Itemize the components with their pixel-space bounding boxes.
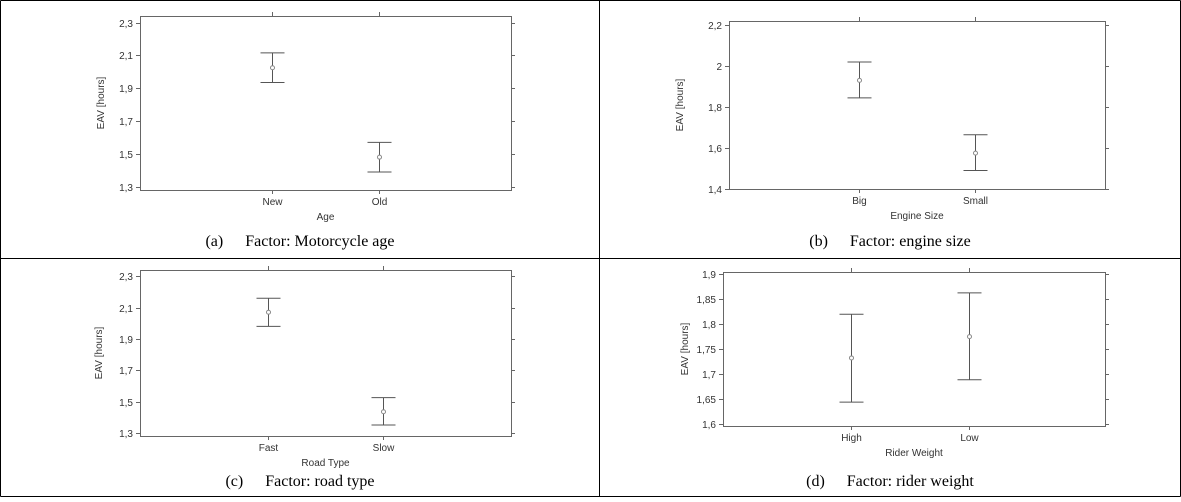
mean-point bbox=[967, 334, 972, 340]
y-tick-label: 1,9 bbox=[119, 335, 133, 346]
y-tick-label: 1,7 bbox=[119, 366, 133, 377]
x-tick-label: Slow bbox=[373, 443, 395, 454]
x-tick-label: Big bbox=[852, 196, 866, 207]
x-axis-label: Rider Weight bbox=[885, 448, 943, 459]
y-tick-label: 1,4 bbox=[708, 185, 722, 196]
y-tick-label: 2,1 bbox=[119, 51, 133, 62]
y-tick-label: 2,1 bbox=[119, 304, 133, 315]
y-tick-label: 1,5 bbox=[119, 150, 133, 161]
caption-text: Factor: rider weight bbox=[846, 473, 974, 490]
chart-road-type: 1,3 1,5 1,7 1,9 2,1 2,3 EAV [hours] Fast Slow Roa… bbox=[94, 266, 515, 469]
mean-point bbox=[377, 154, 382, 160]
plot-frame bbox=[729, 21, 1106, 190]
y-tick-label: 1,3 bbox=[119, 183, 133, 194]
y-tick-label: 2,3 bbox=[119, 19, 133, 30]
plot-frame bbox=[140, 16, 512, 191]
y-axis-label: EAV [hours] bbox=[96, 76, 107, 129]
panel-rider-weight: 1,6 1,65 1,7 1,75 1,8 1,85 1,9 EAV [hours] High L… bbox=[600, 259, 1180, 496]
x-tick-label: Fast bbox=[259, 443, 279, 454]
y-tick-label: 1,6 bbox=[702, 420, 716, 431]
panel-road-type: 1,3 1,5 1,7 1,9 2,1 2,3 EAV [hours] Fast Slow Roa… bbox=[1, 259, 599, 496]
y-tick-label: 2,2 bbox=[708, 21, 722, 32]
caption-letter: (b) bbox=[809, 233, 828, 250]
mean-point bbox=[270, 65, 275, 71]
y-axis-label: EAV [hours] bbox=[680, 322, 691, 375]
caption-letter: (a) bbox=[205, 233, 224, 250]
caption-road-type: (c) Factor: road type bbox=[1, 473, 599, 491]
mean-point bbox=[381, 409, 386, 415]
y-axis-label: EAV [hours] bbox=[675, 78, 686, 131]
caption-text: Factor: engine size bbox=[849, 233, 971, 250]
y-tick-label: 2 bbox=[716, 62, 722, 73]
caption-letter: (d) bbox=[806, 473, 825, 490]
plot-frame bbox=[723, 272, 1106, 427]
chart-engine-size: 1,4 1,6 1,8 2 2,2 EAV [hours] Big Small Engine S… bbox=[675, 17, 1109, 222]
y-tick-label: 1,3 bbox=[119, 429, 133, 440]
y-tick-label: 1,7 bbox=[119, 117, 133, 128]
plot-frame bbox=[140, 270, 512, 437]
caption-letter: (c) bbox=[225, 473, 244, 490]
caption-engine-size: (b) Factor: engine size bbox=[600, 233, 1180, 251]
caption-motorcycle-age: (a) Factor: Motorcycle age bbox=[1, 233, 599, 251]
x-tick-label: Small bbox=[963, 196, 988, 207]
x-axis-label: Road Type bbox=[301, 458, 350, 469]
y-tick-label: 1,8 bbox=[702, 320, 716, 331]
chart-motorcycle-age: 1,3 1,5 1,7 1,9 2,1 2,3 EAV [hours] New Old Age bbox=[96, 12, 515, 223]
panel-motorcycle-age: 1,3 1,5 1,7 1,9 2,1 2,3 EAV [hours] New Old Age (… bbox=[1, 1, 599, 258]
caption-text: Factor: road type bbox=[265, 473, 375, 490]
y-tick-label: 1,6 bbox=[708, 144, 722, 155]
x-axis-label: Engine Size bbox=[890, 211, 944, 222]
x-axis-label: Age bbox=[317, 212, 335, 223]
y-tick-label: 2,3 bbox=[119, 272, 133, 283]
mean-point bbox=[973, 150, 978, 156]
panel-engine-size: 1,4 1,6 1,8 2 2,2 EAV [hours] Big Small Engine S… bbox=[600, 1, 1180, 258]
y-tick-label: 1,75 bbox=[697, 345, 717, 356]
mean-point bbox=[266, 309, 271, 315]
y-tick-label: 1,9 bbox=[702, 270, 716, 281]
x-tick-label: Low bbox=[960, 433, 979, 444]
x-tick-label: High bbox=[841, 433, 862, 444]
y-tick-label: 1,5 bbox=[119, 398, 133, 409]
caption-rider-weight: (d) Factor: rider weight bbox=[600, 473, 1180, 491]
y-axis-label: EAV [hours] bbox=[94, 326, 105, 379]
mean-point bbox=[857, 77, 862, 83]
y-tick-label: 1,7 bbox=[702, 370, 716, 381]
y-tick-label: 1,65 bbox=[697, 395, 717, 406]
chart-rider-weight: 1,6 1,65 1,7 1,75 1,8 1,85 1,9 EAV [hours] High L… bbox=[680, 268, 1109, 459]
mean-point bbox=[849, 355, 854, 361]
y-tick-label: 1,9 bbox=[119, 84, 133, 95]
x-tick-label: Old bbox=[372, 197, 388, 208]
caption-text: Factor: Motorcycle age bbox=[245, 233, 395, 250]
y-tick-label: 1,85 bbox=[697, 295, 717, 306]
y-tick-label: 1,8 bbox=[708, 103, 722, 114]
x-tick-label: New bbox=[262, 197, 283, 208]
